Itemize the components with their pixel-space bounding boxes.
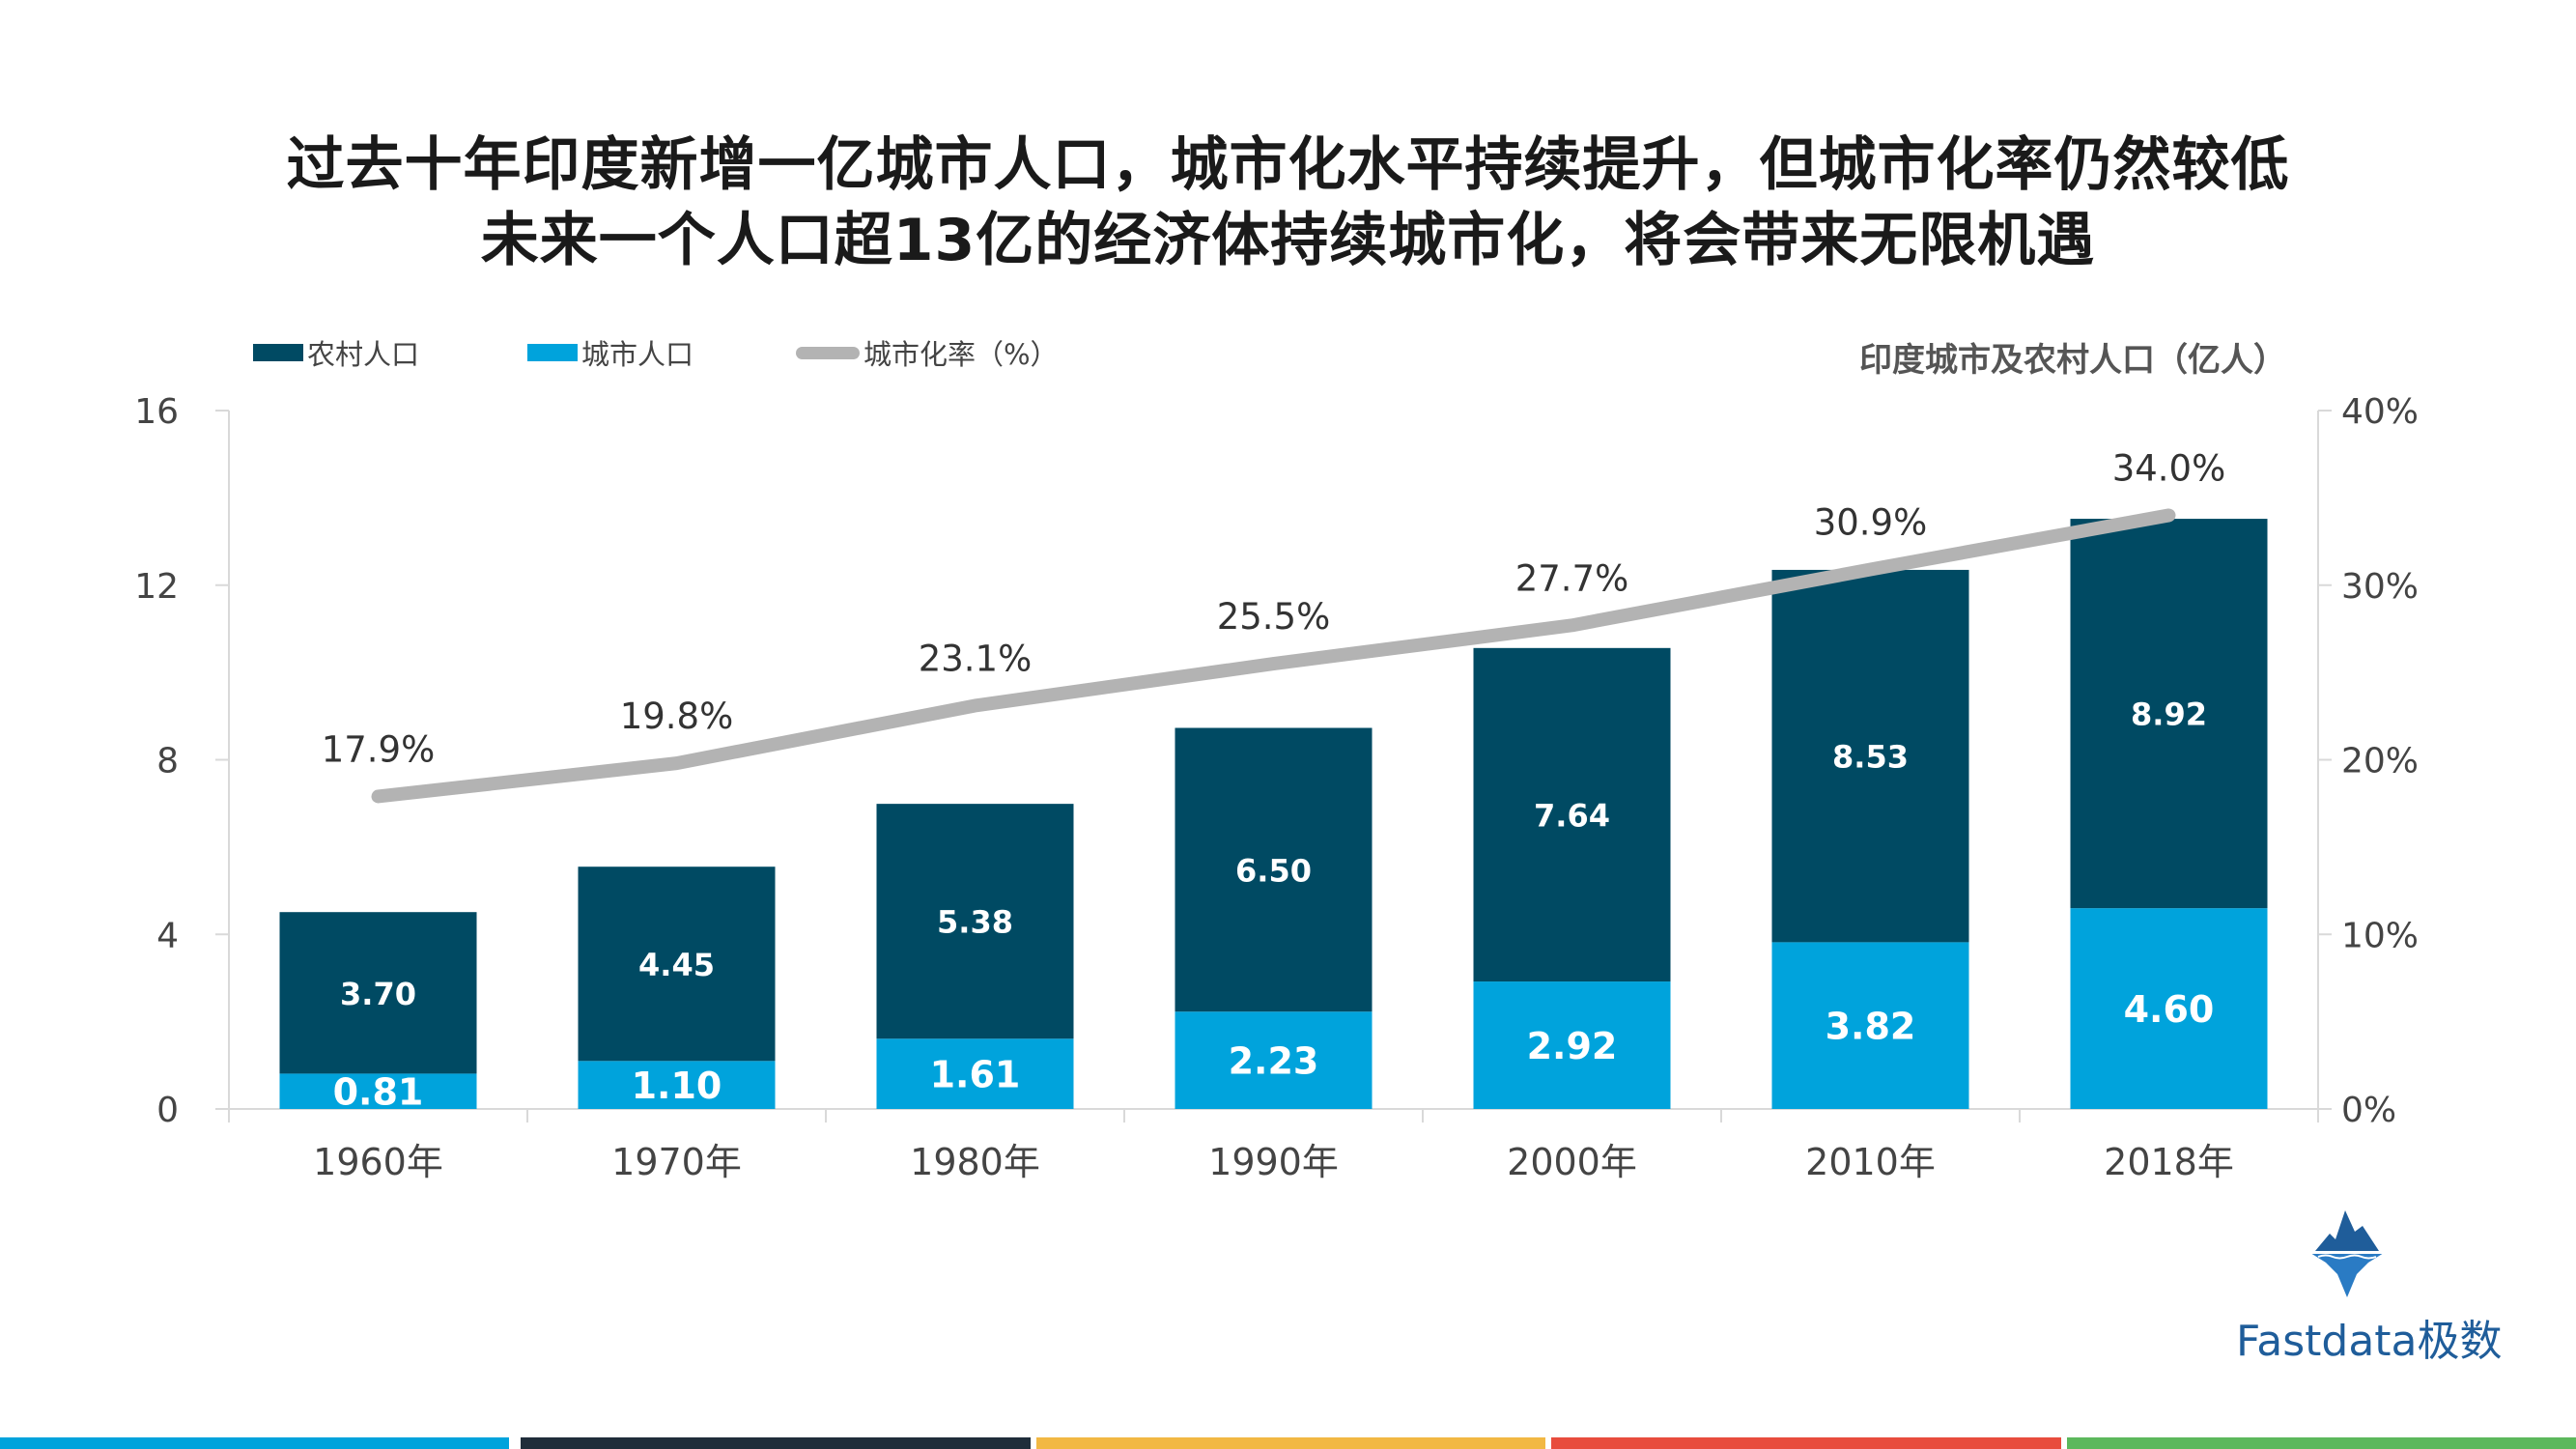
bar-urban [876,1038,1074,1109]
data-label-urban: 3.82 [1826,1006,1916,1048]
bar-rural [1473,647,1671,982]
data-label-urban: 0.81 [333,1071,424,1114]
x-tick-label: 2018年 [2104,1141,2234,1183]
footer-bar-segment [0,1437,510,1449]
x-tick-label: 1960年 [313,1141,443,1183]
x-tick-label: 1980年 [910,1141,1040,1183]
page-title: 过去十年印度新增一亿城市人口，城市化水平持续提升，但城市化率仍然较低 [286,131,2290,199]
legend-swatch-rate [796,346,860,359]
legend-item-rural: 农村人口 [253,333,419,372]
bar-urban [1771,942,1969,1109]
y-tick-label: 0 [156,1091,179,1130]
legend-swatch-rural [253,344,303,361]
data-label-rate: 34.0% [2112,447,2226,489]
x-tick-label: 1970年 [611,1141,742,1183]
y2-tick-label: 10% [2341,916,2419,955]
legend-label-rate: 城市化率（%） [863,338,1059,371]
y-tick-label: 12 [134,567,179,607]
footer-bar-segment [521,1437,1031,1449]
x-tick-label: 2010年 [1805,1141,1936,1183]
data-label-urban: 4.60 [2124,988,2215,1031]
footer-bar-segment [1551,1437,2061,1449]
data-label-rate: 25.5% [1217,596,1331,638]
bar-urban [2070,908,2268,1109]
data-label-rate: 17.9% [322,728,436,770]
footer-bar-segment [2066,1437,2576,1449]
data-label-urban: 1.10 [632,1065,722,1107]
legend-item-urban: 城市人口 [527,333,694,372]
bar-rural [279,912,477,1074]
data-label-rural: 3.70 [340,976,416,1012]
bar-urban [279,1073,477,1109]
page-subtitle: 未来一个人口超13亿的经济体持续城市化，将会带来无限机遇 [480,207,2096,274]
bar-rural [1175,727,1373,1012]
data-label-urban: 2.92 [1527,1025,1618,1067]
data-label-rate: 19.8% [620,696,734,737]
legend-swatch-urban [527,344,578,361]
footer-bar-segment [1035,1437,1546,1449]
x-tick-label: 2000年 [1507,1141,1637,1183]
data-label-rural: 5.38 [937,904,1013,941]
data-label-rural: 8.92 [2131,696,2207,733]
fastdata-logo-icon [2308,1210,2386,1297]
y-tick-label: 4 [156,916,179,955]
x-tick-label: 1990年 [1208,1141,1339,1183]
legend-item-rate: 城市化率（%） [796,333,1059,372]
legend-label-urban: 城市人口 [581,338,694,371]
bar-urban [1473,981,1671,1109]
bar-urban [1175,1011,1373,1109]
y2-tick-label: 20% [2341,742,2419,781]
y2-tick-label: 30% [2341,567,2419,607]
bar-rural [876,804,1074,1039]
bar-rural [2070,519,2268,909]
data-label-rural: 7.64 [1534,797,1610,834]
y-tick-label: 16 [134,392,179,432]
unit-label: 印度城市及农村人口（亿人） [1859,341,2286,380]
data-label-rural: 6.50 [1235,852,1312,889]
data-label-rural: 8.53 [1832,739,1909,776]
bar-rural [578,867,776,1062]
y2-tick-label: 40% [2341,392,2419,432]
data-label-rate: 30.9% [1814,501,1928,543]
data-label-rural: 4.45 [638,947,715,983]
series-line-urbanization-rate [371,508,2176,804]
legend-label-rural: 农村人口 [307,338,420,371]
y2-tick-label: 0% [2341,1091,2396,1130]
bar-urban [578,1061,776,1109]
data-label-urban: 2.23 [1229,1040,1319,1083]
data-label-rate: 27.7% [1515,557,1629,599]
bar-rural [1771,569,1969,943]
y-tick-label: 8 [156,742,179,781]
data-label-rate: 23.1% [919,638,1033,679]
data-label-urban: 1.61 [930,1054,1021,1096]
brand-name: Fastdata极数 [2236,1317,2503,1366]
